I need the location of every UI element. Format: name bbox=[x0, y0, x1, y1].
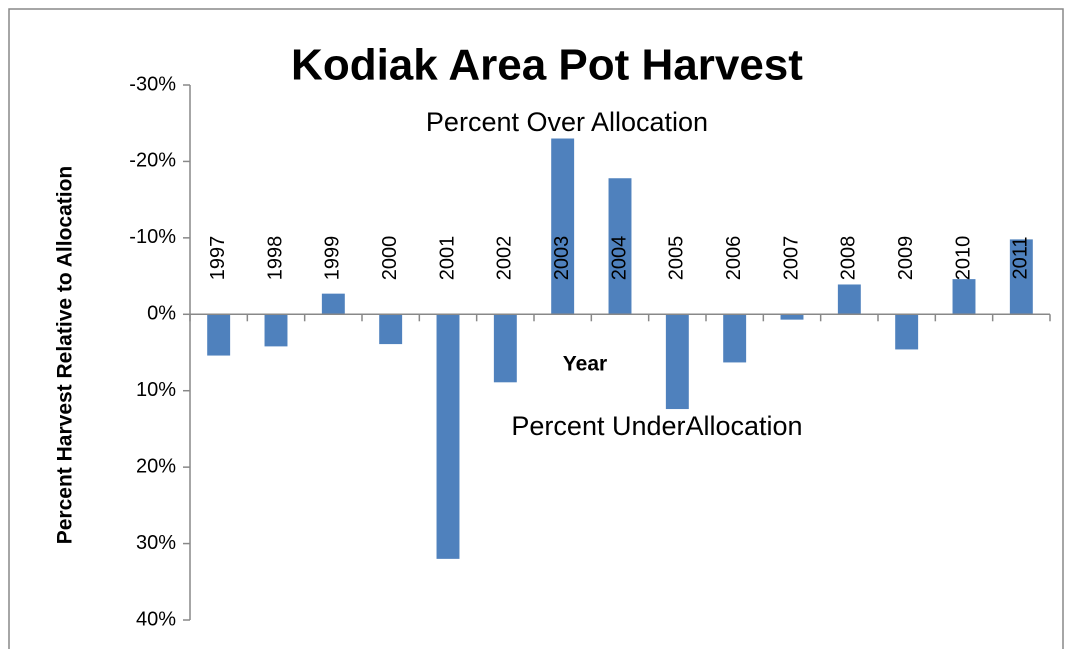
bar bbox=[608, 178, 632, 315]
annotation: Percent UnderAllocation bbox=[511, 411, 802, 441]
x-tick-label: 2001 bbox=[436, 236, 458, 281]
y-tick-label: -10% bbox=[129, 226, 176, 248]
y-axis-label: Percent Harvest Relative to Allocation bbox=[54, 166, 77, 545]
x-tick-label: 2008 bbox=[838, 236, 860, 281]
bar bbox=[837, 284, 861, 315]
y-tick-label: 0% bbox=[147, 303, 176, 325]
x-tick-label: 2007 bbox=[780, 236, 802, 281]
annotation: Percent Over Allocation bbox=[426, 107, 708, 137]
y-tick-label: 20% bbox=[136, 455, 176, 477]
bar bbox=[436, 314, 460, 559]
bar bbox=[780, 314, 804, 320]
x-tick-label: 2000 bbox=[379, 236, 401, 281]
bar bbox=[264, 314, 288, 347]
bar bbox=[1009, 239, 1033, 315]
x-tick-label: 2010 bbox=[952, 236, 974, 281]
y-tick-label: -20% bbox=[129, 150, 176, 172]
chart-title: Kodiak Area Pot Harvest bbox=[291, 41, 803, 90]
y-tick-label: 10% bbox=[136, 379, 176, 401]
x-tick-label: 1999 bbox=[322, 236, 344, 281]
x-tick-label: 2003 bbox=[551, 236, 573, 281]
x-tick-label: 2006 bbox=[723, 236, 745, 281]
x-axis-label: Year bbox=[563, 353, 607, 376]
bar bbox=[493, 314, 517, 383]
x-tick-label: 2011 bbox=[1010, 236, 1032, 279]
x-tick-label: 2002 bbox=[494, 236, 516, 281]
bar bbox=[207, 314, 231, 356]
y-tick-label: -30% bbox=[129, 73, 176, 95]
bar bbox=[321, 293, 345, 315]
x-tick-label: 2004 bbox=[608, 236, 630, 281]
bar bbox=[895, 314, 919, 350]
bar bbox=[551, 138, 575, 315]
x-tick-label: 1998 bbox=[264, 236, 286, 281]
x-tick-label: 2005 bbox=[666, 236, 688, 281]
y-tick-label: 30% bbox=[136, 532, 176, 554]
chart-frame bbox=[8, 8, 1064, 649]
x-tick-label: 1997 bbox=[207, 236, 229, 281]
x-tick-label: 2009 bbox=[895, 236, 917, 281]
y-tick-label: 40% bbox=[136, 608, 176, 630]
bar bbox=[665, 314, 689, 410]
bar bbox=[723, 314, 747, 363]
bar bbox=[379, 314, 403, 345]
bar bbox=[952, 279, 976, 315]
